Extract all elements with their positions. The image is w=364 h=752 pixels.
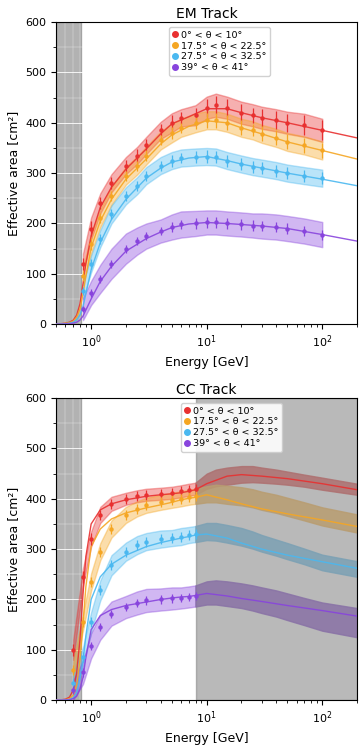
- Y-axis label: Effective area [cm²]: Effective area [cm²]: [7, 111, 20, 236]
- Bar: [195, 398, 357, 700]
- Legend: 0° < θ < 10°, 17.5° < θ < 22.5°, 27.5° < θ < 32.5°, 39° < θ < 41°: 0° < θ < 10°, 17.5° < θ < 22.5°, 27.5° <…: [169, 27, 270, 76]
- Legend: 0° < θ < 10°, 17.5° < θ < 22.5°, 27.5° < θ < 32.5°, 39° < θ < 41°: 0° < θ < 10°, 17.5° < θ < 22.5°, 27.5° <…: [181, 403, 282, 452]
- Title: CC Track: CC Track: [177, 383, 237, 397]
- Bar: [56, 22, 81, 324]
- Title: EM Track: EM Track: [176, 7, 238, 21]
- X-axis label: Energy [GeV]: Energy [GeV]: [165, 356, 249, 369]
- Bar: [56, 398, 81, 700]
- X-axis label: Energy [GeV]: Energy [GeV]: [165, 732, 249, 745]
- Y-axis label: Effective area [cm²]: Effective area [cm²]: [7, 487, 20, 612]
